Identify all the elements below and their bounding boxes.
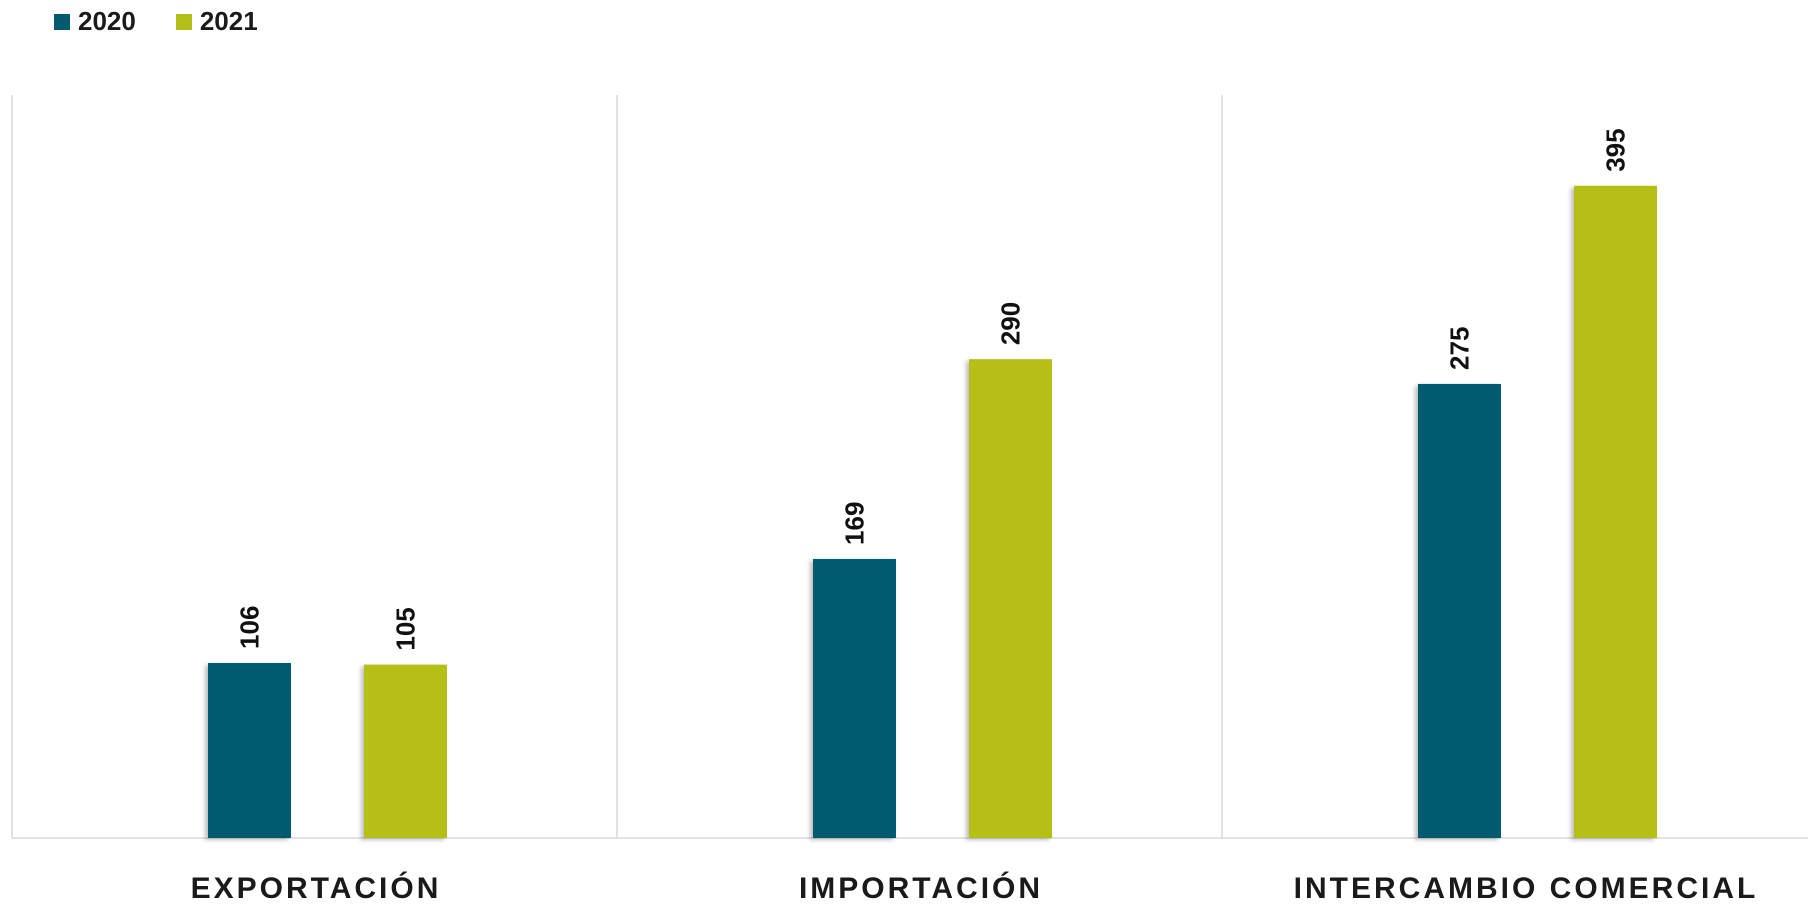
legend-label-2021: 2021 xyxy=(199,6,258,36)
bar-2021-1 xyxy=(969,359,1052,838)
data-label-2021-1: 290 xyxy=(996,302,1026,345)
legend-item-2021: 2021 xyxy=(175,6,258,37)
data-label-2021-2: 395 xyxy=(1601,128,1631,171)
bar-2020-2 xyxy=(1418,383,1501,838)
data-label-2020-2: 275 xyxy=(1445,327,1475,370)
data-label-2021-0: 105 xyxy=(391,607,421,650)
legend-item-2020: 2020 xyxy=(54,6,136,37)
data-label-2020-0: 106 xyxy=(235,606,265,649)
category-label-2: INTERCAMBIO COMERCIAL xyxy=(1294,872,1759,904)
legend-label-2020: 2020 xyxy=(78,6,136,36)
bar-2020-1 xyxy=(813,558,896,838)
legend: 2020 2021 xyxy=(54,6,258,37)
category-label-1: IMPORTACIÓN xyxy=(799,871,1043,904)
plot-area: 106 105 EXPORTACIÓN 169 290 IMPORTACIÓN 275 395… xyxy=(11,95,1808,904)
data-label-2020-1: 169 xyxy=(840,502,870,545)
bar-2020-0 xyxy=(208,662,291,838)
bar-2021-2 xyxy=(1574,185,1657,839)
bar-2021-0 xyxy=(364,664,447,838)
legend-swatch-2020 xyxy=(54,13,70,30)
category-label-0: EXPORTACIÓN xyxy=(191,871,442,904)
legend-swatch-2021 xyxy=(175,13,192,30)
